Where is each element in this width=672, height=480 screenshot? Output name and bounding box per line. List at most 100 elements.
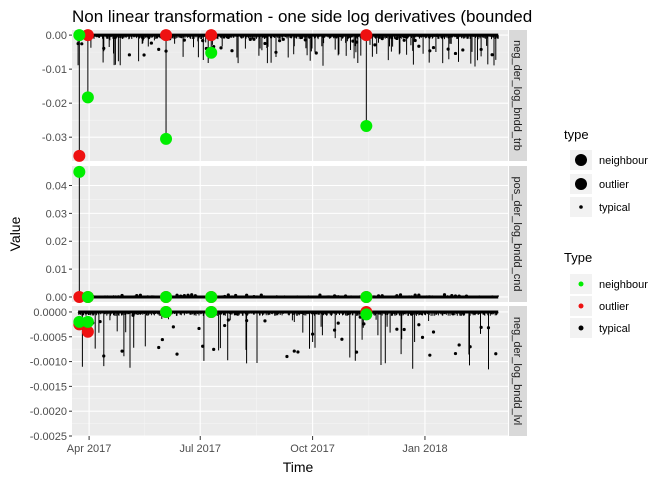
typical-point — [303, 38, 307, 42]
typical-point — [376, 294, 381, 298]
y-axis-title: Value — [7, 216, 23, 251]
typical-point — [142, 53, 146, 57]
typical-point — [245, 319, 249, 323]
outlier-point — [73, 149, 86, 162]
typical-point — [413, 38, 417, 43]
typical-point — [413, 293, 417, 297]
panel-background — [72, 166, 508, 302]
typical-point — [219, 46, 223, 50]
facet-panel: 0.0000 -0.0005 -0.0010 -0.0015 -0.0020 -0.002… — [30, 305, 527, 443]
typical-point — [175, 352, 179, 356]
typical-point — [182, 294, 186, 298]
legend-label: neighbour — [599, 279, 648, 291]
x-tick-label: Jul 2017 — [179, 443, 221, 455]
outlier-point — [360, 29, 373, 42]
typical-point — [263, 41, 267, 46]
typical-point — [431, 330, 436, 334]
typical-point — [479, 325, 483, 329]
facet-panel: 0.00 -0.01 -0.02 -0.03 neg_der_log_bndd_trb — [42, 29, 527, 162]
neighbour-point — [160, 132, 173, 145]
neighbour-point — [160, 290, 173, 303]
typical-point — [468, 345, 472, 349]
typical-point — [252, 37, 256, 41]
neighbour-point — [360, 290, 373, 303]
typical-point — [428, 49, 432, 53]
typical-point — [431, 45, 436, 50]
typical-point — [417, 44, 421, 48]
x-tick-label: Oct 2017 — [290, 443, 335, 455]
legend-label: outlier — [599, 301, 629, 313]
typical-point — [157, 47, 161, 51]
typical-point — [234, 293, 238, 298]
legend-label: typical — [599, 202, 630, 214]
typical-point — [417, 293, 421, 297]
typical-point — [354, 40, 359, 44]
typical-point — [296, 350, 300, 354]
typical-point — [395, 36, 399, 41]
typical-point — [351, 39, 355, 43]
neighbour-point — [81, 290, 94, 303]
minor-gridlines — [72, 30, 508, 161]
y-tick-label: 0.02 — [46, 236, 67, 248]
facet-panel: 0.00 0.01 0.02 0.03 0.04 pos_der_log_bndd_cnd — [46, 165, 527, 304]
legend: type neighbour outlier typical Type neighbour… — [564, 127, 648, 338]
typical-point — [171, 325, 175, 329]
typical-point — [300, 35, 304, 39]
typical-point — [354, 350, 359, 354]
typical-point — [201, 38, 205, 43]
typical-point — [223, 323, 227, 328]
typical-point — [135, 294, 139, 298]
typical-point — [252, 294, 256, 299]
typical-point — [457, 294, 461, 298]
minor-gridlines — [72, 166, 508, 302]
typical-point — [420, 335, 425, 340]
typical-point — [120, 349, 124, 353]
typical-point — [146, 295, 150, 299]
typical-point — [186, 293, 190, 297]
typical-point — [395, 327, 399, 331]
facet-strip — [509, 306, 527, 436]
typical-point — [127, 53, 132, 57]
panel-background — [72, 306, 508, 436]
facet-panels: 0.00-0.01-0.02-0.03 neg_der_log_bndd_trb0… — [30, 29, 527, 455]
typical-point — [179, 294, 183, 298]
y-tick-label: 0.00 — [46, 30, 67, 42]
x-tick-label: Apr 2017 — [67, 443, 112, 455]
y-tick-label: -0.0025 — [30, 431, 67, 443]
typical-point — [179, 34, 183, 38]
typical-point — [182, 38, 186, 42]
y-tick-label: 0.0000 — [33, 307, 67, 319]
typical-points — [76, 33, 494, 57]
neighbour-point — [360, 119, 373, 132]
typical-point — [102, 354, 106, 358]
typical-point — [453, 351, 458, 356]
typical-point — [314, 51, 318, 55]
typical-point — [248, 37, 252, 41]
neighbour-point — [73, 165, 86, 178]
y-tick-label: -0.02 — [42, 98, 67, 110]
typical-point — [347, 311, 351, 315]
typical-point — [490, 53, 494, 57]
typical-point — [486, 326, 491, 330]
typical-point — [435, 33, 439, 37]
outlier-point — [73, 290, 86, 303]
outlier-point — [81, 29, 94, 42]
y-tick-label: -0.0020 — [30, 406, 67, 418]
typical-point — [494, 352, 498, 356]
typical-point — [453, 294, 458, 298]
typical-point — [149, 41, 153, 45]
typical-point — [102, 46, 106, 50]
legend-marker — [578, 281, 584, 287]
typical-point — [160, 337, 164, 342]
typical-point — [131, 313, 135, 317]
facet-strip — [509, 166, 527, 302]
typical-point — [428, 353, 432, 357]
typical-point — [336, 295, 340, 299]
typical-point — [402, 327, 406, 332]
typical-point — [116, 295, 121, 299]
typical-point — [212, 347, 216, 351]
typical-point — [80, 42, 84, 46]
typical-point — [259, 293, 263, 297]
typical-point — [245, 293, 249, 297]
typical-point — [450, 293, 454, 298]
